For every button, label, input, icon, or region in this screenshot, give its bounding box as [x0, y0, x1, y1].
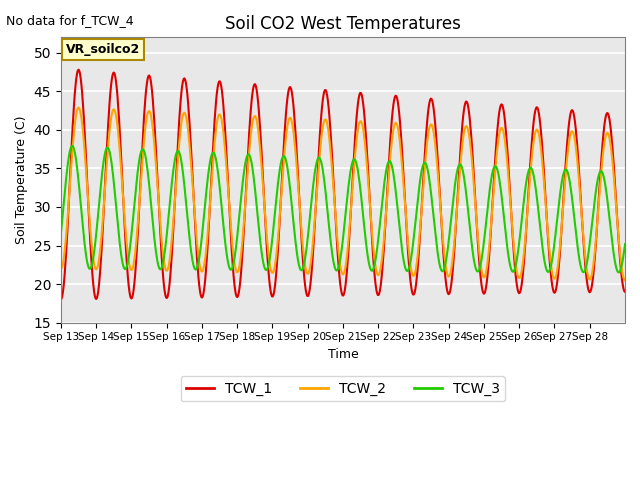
TCW_3	[614, 270, 622, 276]
TCW_1	[255, 116, 263, 122]
TCW_2	[621, 277, 629, 283]
TCW_1	[57, 297, 65, 302]
TCW_1	[402, 214, 410, 219]
Text: VR_soilco2: VR_soilco2	[66, 43, 140, 56]
TCW_3	[402, 266, 410, 272]
TCW_2	[402, 213, 410, 218]
TCW_2	[124, 252, 132, 257]
Text: No data for f_TCW_4: No data for f_TCW_4	[6, 14, 134, 27]
TCW_3	[68, 143, 76, 149]
Line: TCW_1: TCW_1	[61, 70, 625, 300]
TCW_3	[277, 161, 285, 167]
TCW_1	[434, 153, 442, 158]
Line: TCW_2: TCW_2	[61, 108, 625, 280]
Line: TCW_3: TCW_3	[61, 146, 625, 273]
Y-axis label: Soil Temperature (C): Soil Temperature (C)	[15, 116, 28, 244]
X-axis label: Time: Time	[328, 348, 358, 361]
TCW_2	[228, 233, 236, 239]
TCW_3	[228, 266, 236, 272]
Legend: TCW_1, TCW_2, TCW_3: TCW_1, TCW_2, TCW_3	[180, 376, 505, 401]
TCW_3	[255, 231, 263, 237]
TCW_2	[434, 166, 442, 171]
TCW_1	[277, 197, 285, 203]
TCW_3	[57, 231, 65, 237]
TCW_2	[75, 105, 83, 110]
TCW_3	[124, 259, 132, 265]
TCW_1	[621, 289, 629, 295]
TCW_2	[277, 199, 285, 204]
TCW_2	[57, 266, 65, 272]
TCW_1	[124, 274, 132, 279]
TCW_3	[434, 249, 442, 254]
Title: Soil CO2 West Temperatures: Soil CO2 West Temperatures	[225, 15, 461, 33]
TCW_1	[75, 67, 83, 72]
TCW_1	[228, 244, 236, 250]
TCW_3	[621, 241, 629, 247]
TCW_2	[255, 139, 263, 144]
